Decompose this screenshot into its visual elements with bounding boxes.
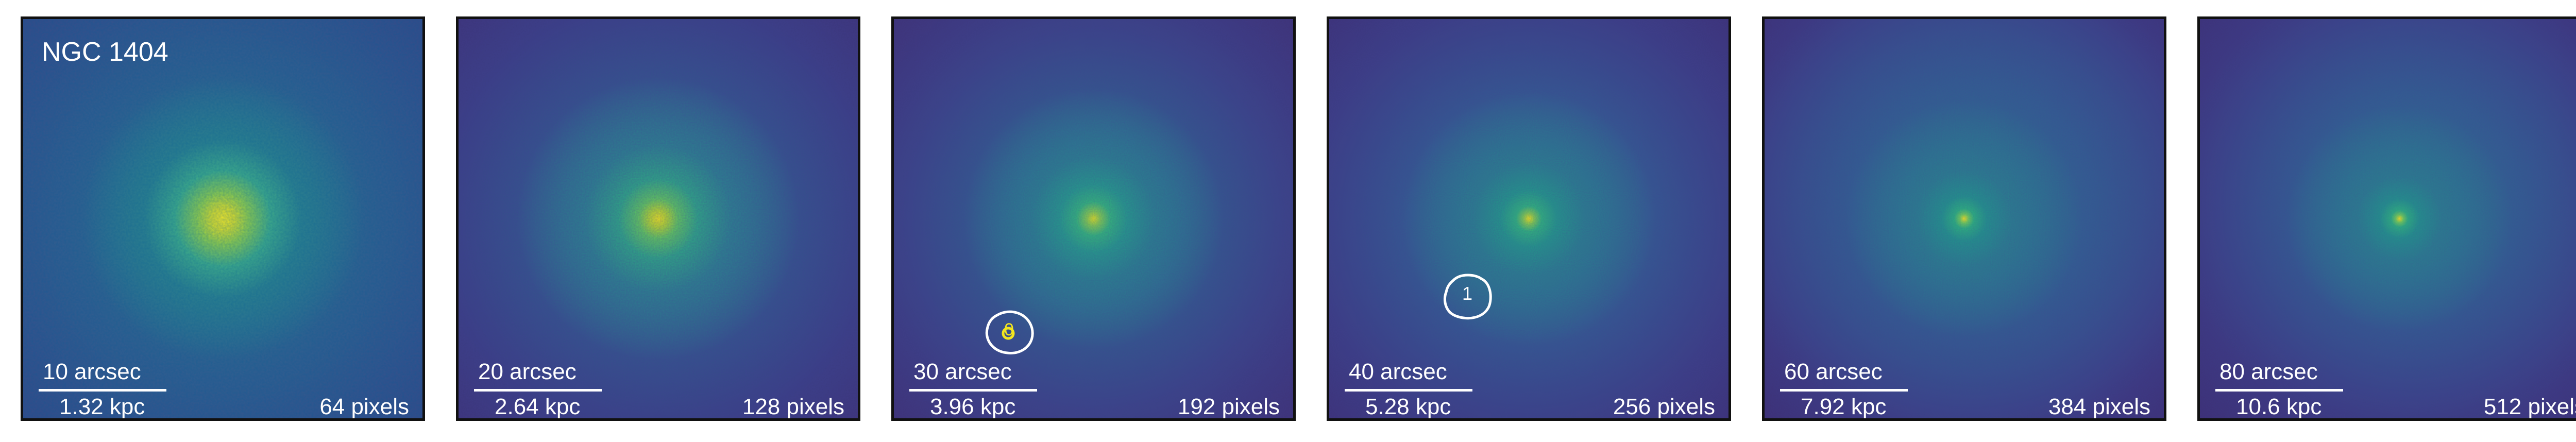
noise-texture bbox=[2200, 19, 2576, 418]
contour-label: 1 bbox=[1462, 283, 1473, 304]
image-panel-2: 20 arcsec 2.64 kpc 128 pixels bbox=[456, 16, 860, 421]
noise-texture bbox=[23, 19, 422, 418]
scale-kpc-label: 3.96 kpc bbox=[930, 394, 1016, 419]
scale-arcsec-label: 40 arcsec bbox=[1349, 359, 1447, 384]
pixel-size-label: 64 pixels bbox=[319, 394, 409, 419]
pixel-size-label: 256 pixels bbox=[1613, 394, 1715, 419]
scale-bar bbox=[474, 389, 602, 392]
pixel-size-label: 128 pixels bbox=[742, 394, 844, 419]
noise-texture bbox=[894, 19, 1293, 418]
pixel-size-label: 192 pixels bbox=[1177, 394, 1280, 419]
scale-kpc-label: 7.92 kpc bbox=[1801, 394, 1887, 419]
scale-bar bbox=[1345, 389, 1472, 392]
image-panel-1: NGC 1404 10 arcsec 1.32 kpc 64 pixels bbox=[21, 16, 425, 421]
pixel-size-label: 512 pixels bbox=[2483, 394, 2576, 419]
galaxy-name: NGC 1404 bbox=[42, 37, 168, 67]
noise-texture bbox=[459, 19, 858, 418]
noise-texture bbox=[1329, 19, 1728, 418]
noise-texture bbox=[1765, 19, 2164, 418]
image-panel-6: 80 arcsec 10.6 kpc 512 pixels bbox=[2197, 16, 2576, 421]
pixel-size-label: 384 pixels bbox=[2048, 394, 2150, 419]
image-panel-3: 0 30 arcsec 3.96 kpc 192 pixels bbox=[891, 16, 1296, 421]
scale-bar bbox=[1780, 389, 1908, 392]
region-contour-1 bbox=[1443, 274, 1492, 320]
scale-arcsec-label: 30 arcsec bbox=[913, 359, 1012, 384]
scale-bar bbox=[909, 389, 1037, 392]
scale-kpc-label: 1.32 kpc bbox=[59, 394, 145, 419]
scale-kpc-label: 2.64 kpc bbox=[495, 394, 581, 419]
region-contour-0 bbox=[985, 310, 1034, 354]
scale-arcsec-label: 80 arcsec bbox=[2219, 359, 2318, 384]
image-panel-4: 1 40 arcsec 5.28 kpc 256 pixels bbox=[1327, 16, 1731, 421]
image-panel-5: 60 arcsec 7.92 kpc 384 pixels bbox=[1762, 16, 2166, 421]
scale-kpc-label: 10.6 kpc bbox=[2236, 394, 2322, 419]
scale-arcsec-label: 10 arcsec bbox=[43, 359, 141, 384]
scale-arcsec-label: 20 arcsec bbox=[478, 359, 577, 384]
scale-arcsec-label: 60 arcsec bbox=[1784, 359, 1883, 384]
scale-bar bbox=[2215, 389, 2343, 392]
scale-kpc-label: 5.28 kpc bbox=[1365, 394, 1451, 419]
scale-bar bbox=[39, 389, 166, 392]
contour-label: 0 bbox=[1004, 320, 1014, 339]
